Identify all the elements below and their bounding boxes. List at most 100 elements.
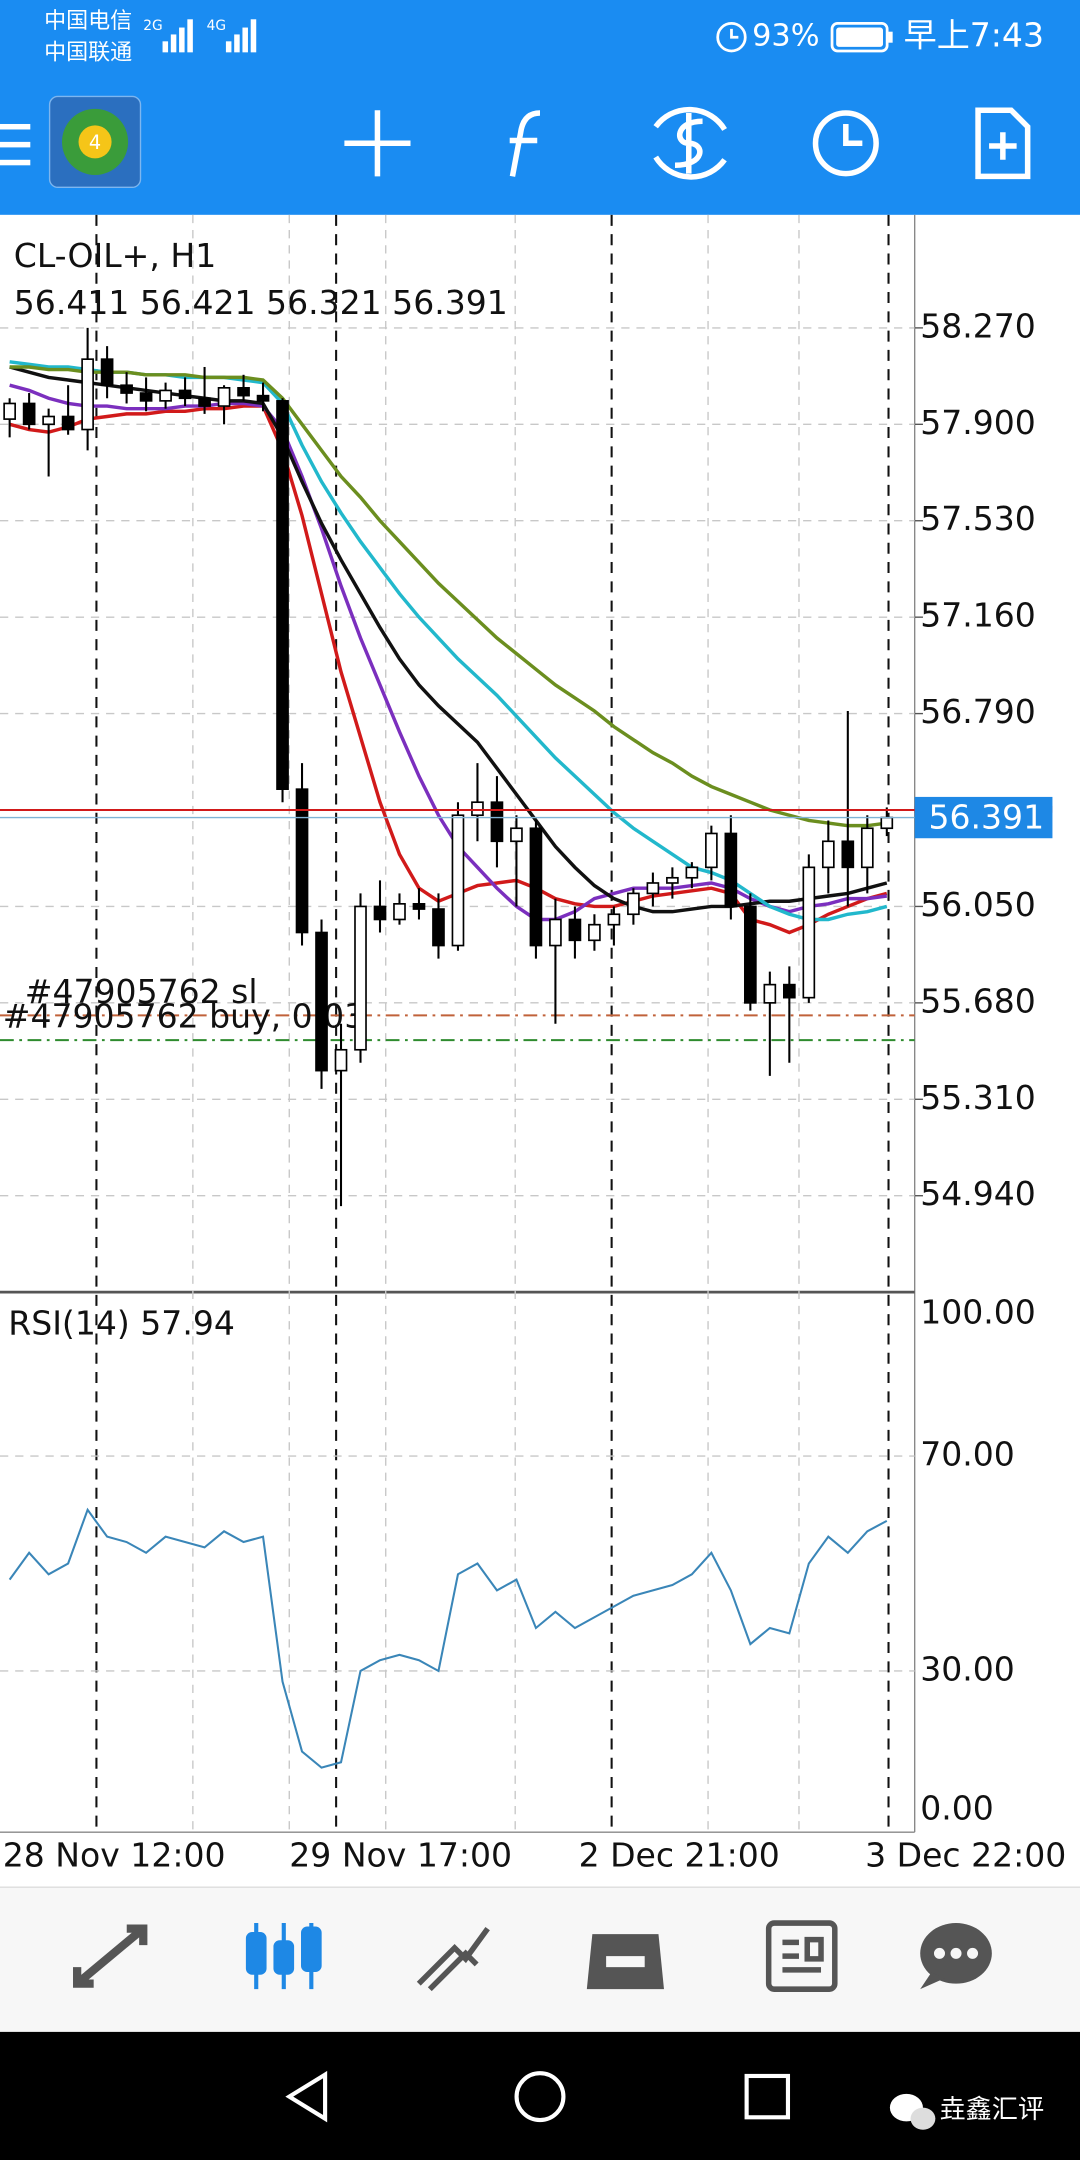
recents-button[interactable] (744, 2073, 791, 2120)
y-tick-label: 56.050 (920, 885, 1036, 924)
candle-body (295, 788, 309, 934)
candle-body (471, 801, 484, 817)
crosshair-button[interactable] (344, 110, 411, 177)
candle-body (3, 402, 16, 420)
y-tick-label: 57.530 (920, 499, 1036, 538)
candle-body (432, 908, 445, 947)
price-label-bg (914, 796, 1053, 839)
candle-body (568, 918, 582, 942)
quotes-tab[interactable] (73, 1924, 148, 1988)
candle-body (666, 876, 679, 884)
price-label: 56.391 (928, 797, 1044, 836)
moving-average (9, 365, 888, 914)
vertical-grid (192, 214, 800, 1833)
candle-body (685, 866, 699, 879)
y-tick-label: 30.00 (920, 1649, 1015, 1688)
candle-body (120, 384, 133, 394)
moving-average (9, 365, 888, 828)
quote: 56.411 56.421 56.321 56.391 (14, 283, 508, 322)
trade-tab[interactable] (416, 1926, 490, 1992)
candle-body (81, 358, 94, 431)
candle-body (412, 903, 426, 910)
trade-button[interactable] (653, 106, 727, 180)
candle-body (217, 387, 231, 407)
y-tick-label: 58.270 (920, 306, 1036, 345)
news-tab[interactable] (765, 1920, 838, 1992)
new-order-button[interactable] (975, 107, 1031, 180)
candle-body (510, 827, 523, 843)
candle-body (841, 840, 855, 869)
battery-level: 93% (752, 19, 819, 54)
candle-body (802, 866, 816, 999)
y-tick-label: 0.00 (920, 1789, 994, 1828)
candle-body (783, 983, 796, 999)
candle-body (529, 827, 543, 947)
x-tick-label: 2 Dec 21:00 (579, 1835, 780, 1874)
moving-average (9, 383, 888, 922)
candle-body (100, 358, 114, 387)
chat-tab[interactable] (920, 1923, 992, 1990)
candle-body (139, 392, 153, 402)
carrier: 中国电信 (44, 9, 132, 34)
candle-body (198, 397, 211, 407)
candle-body (315, 931, 328, 1072)
candle-body (860, 827, 874, 869)
candle-body (22, 402, 36, 426)
candle-body (178, 389, 192, 400)
candle-body (256, 394, 270, 402)
candle-body (334, 1048, 348, 1072)
tab-bar (0, 1887, 1080, 2032)
y-tick-label: 70.00 (920, 1435, 1015, 1474)
candle-body (237, 387, 250, 397)
candle-body (549, 918, 562, 947)
back-button[interactable] (285, 2070, 328, 2123)
candle-body (763, 983, 777, 1004)
history-tab[interactable] (586, 1934, 664, 1990)
candle-body (646, 882, 660, 895)
indicator-button[interactable] (509, 110, 541, 177)
candle-body (42, 415, 55, 426)
menu-button[interactable] (0, 123, 31, 166)
order-label: #47905762 sl (25, 972, 258, 1011)
candle-body (588, 923, 601, 942)
watermark: 垚鑫汇评 (939, 2095, 1044, 2125)
clock: 早上7:43 (904, 16, 1044, 55)
app-logo[interactable]: 4 (48, 95, 142, 189)
alarm-icon (716, 22, 747, 53)
y-tick-label: 57.160 (920, 596, 1036, 635)
chart-tab[interactable] (245, 1923, 322, 1990)
home-button[interactable] (514, 2071, 566, 2123)
symbol: CL-OIL+, H1 (14, 236, 217, 275)
x-tick-label: 29 Nov 17:00 (289, 1835, 512, 1874)
chart-bg (0, 214, 1080, 1888)
carrier: 中国联通 (44, 41, 132, 66)
candle-body (490, 801, 504, 843)
chart-layer: 58.270 57.900 57.530 57.160 56.790 56.050 55.6… (0, 306, 1053, 1828)
candle-body (451, 814, 465, 947)
logo-mark: 4 (89, 131, 101, 154)
watermark-icon (889, 2093, 936, 2130)
candle-body (627, 892, 640, 916)
x-tick-label: 28 Nov 12:00 (3, 1835, 226, 1874)
y-tick-label: 55.310 (920, 1078, 1036, 1117)
candle-body (159, 389, 172, 402)
candle-body (744, 905, 757, 1004)
candle-body (724, 832, 738, 908)
network-type: 4G (207, 18, 226, 34)
battery-icon (830, 22, 893, 53)
period-button[interactable] (812, 110, 879, 177)
candle-body (354, 905, 367, 1051)
nav-bar (0, 2031, 1080, 2160)
rsi-line (8, 1507, 888, 1769)
candle-body (373, 905, 387, 921)
x-tick-label: 3 Dec 22:00 (865, 1835, 1066, 1874)
candle-body (276, 400, 289, 790)
candle-body (880, 816, 894, 830)
y-tick-label: 57.900 (920, 403, 1036, 442)
network-type: 2G (143, 18, 162, 34)
candle-body (61, 415, 75, 431)
y-tick-label: 56.790 (920, 692, 1036, 731)
